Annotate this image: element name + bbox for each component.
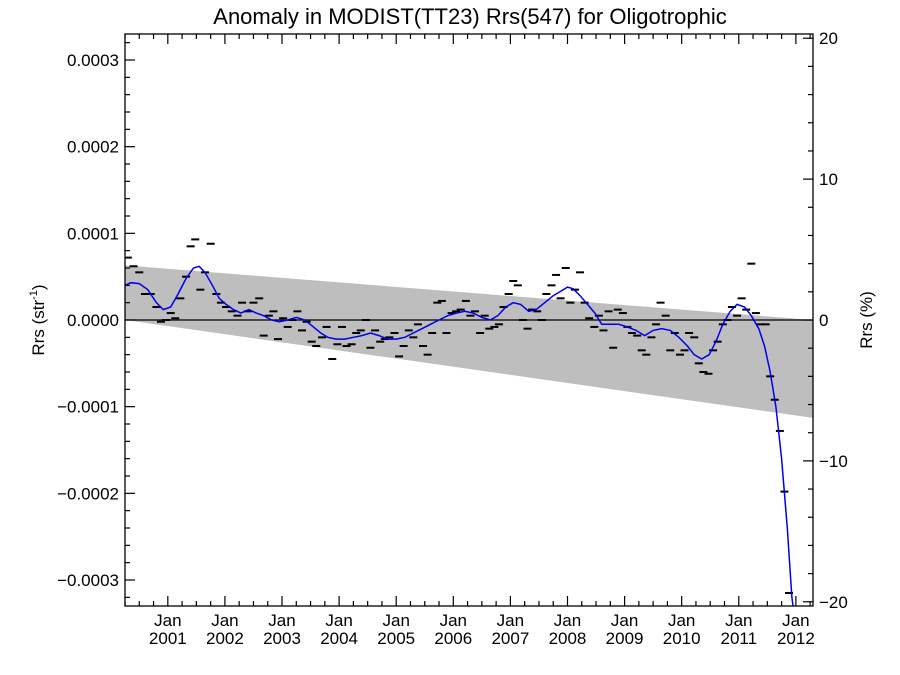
x-tick-year: 2007 <box>491 629 529 648</box>
x-tick-month: Jan <box>554 611 581 630</box>
trend-band <box>125 265 813 418</box>
left-tick-label: −0.0002 <box>57 484 119 503</box>
x-tick-month: Jan <box>440 611 467 630</box>
left-tick-label: −0.0003 <box>57 571 119 590</box>
x-tick-month: Jan <box>211 611 238 630</box>
x-tick-year: 2008 <box>549 629 587 648</box>
x-tick-year: 2001 <box>149 629 187 648</box>
x-tick-year: 2006 <box>434 629 472 648</box>
x-tick-month: Jan <box>611 611 638 630</box>
left-tick-label: 0.0000 <box>67 311 119 330</box>
x-tick-month: Jan <box>382 611 409 630</box>
x-tick-year: 2012 <box>777 629 815 648</box>
right-tick-label: −10 <box>819 452 848 471</box>
left-axis-label: Rrs (str-1) <box>28 284 48 355</box>
x-tick-year: 2010 <box>663 629 701 648</box>
x-tick-month: Jan <box>497 611 524 630</box>
x-axis: Jan2001Jan2002Jan2003Jan2004Jan2005Jan20… <box>124 34 815 648</box>
right-axis-label: Rrs (%) <box>857 291 876 349</box>
x-tick-year: 2002 <box>206 629 244 648</box>
right-y-axis: 20 10 0 −10 −20 <box>803 29 848 612</box>
right-tick-label: 20 <box>819 29 838 48</box>
x-tick-month: Jan <box>154 611 181 630</box>
left-tick-label: 0.0002 <box>67 138 119 157</box>
left-tick-label: 0.0003 <box>67 51 119 70</box>
right-tick-label: 0 <box>819 311 828 330</box>
x-tick-year: 2009 <box>606 629 644 648</box>
x-tick-year: 2005 <box>377 629 415 648</box>
chart-title: Anomaly in MODIST(TT23) Rrs(547) for Oli… <box>213 4 726 29</box>
left-tick-label: −0.0001 <box>57 398 119 417</box>
left-y-axis: 0.0003 0.0002 0.0001 0.0000 −0.0001 −0.0002 −0… <box>57 42 135 598</box>
x-tick-month: Jan <box>668 611 695 630</box>
smoothed-anomaly-line <box>125 265 794 606</box>
x-tick-month: Jan <box>268 611 295 630</box>
x-tick-year: 2003 <box>263 629 301 648</box>
x-tick-month: Jan <box>725 611 752 630</box>
x-tick-month: Jan <box>325 611 352 630</box>
left-tick-label: 0.0001 <box>67 224 119 243</box>
right-tick-label: −20 <box>819 593 848 612</box>
x-tick-year: 2011 <box>720 629 757 648</box>
x-tick-year: 2004 <box>320 629 358 648</box>
right-tick-label: 10 <box>819 170 838 189</box>
x-tick-month: Jan <box>782 611 809 630</box>
